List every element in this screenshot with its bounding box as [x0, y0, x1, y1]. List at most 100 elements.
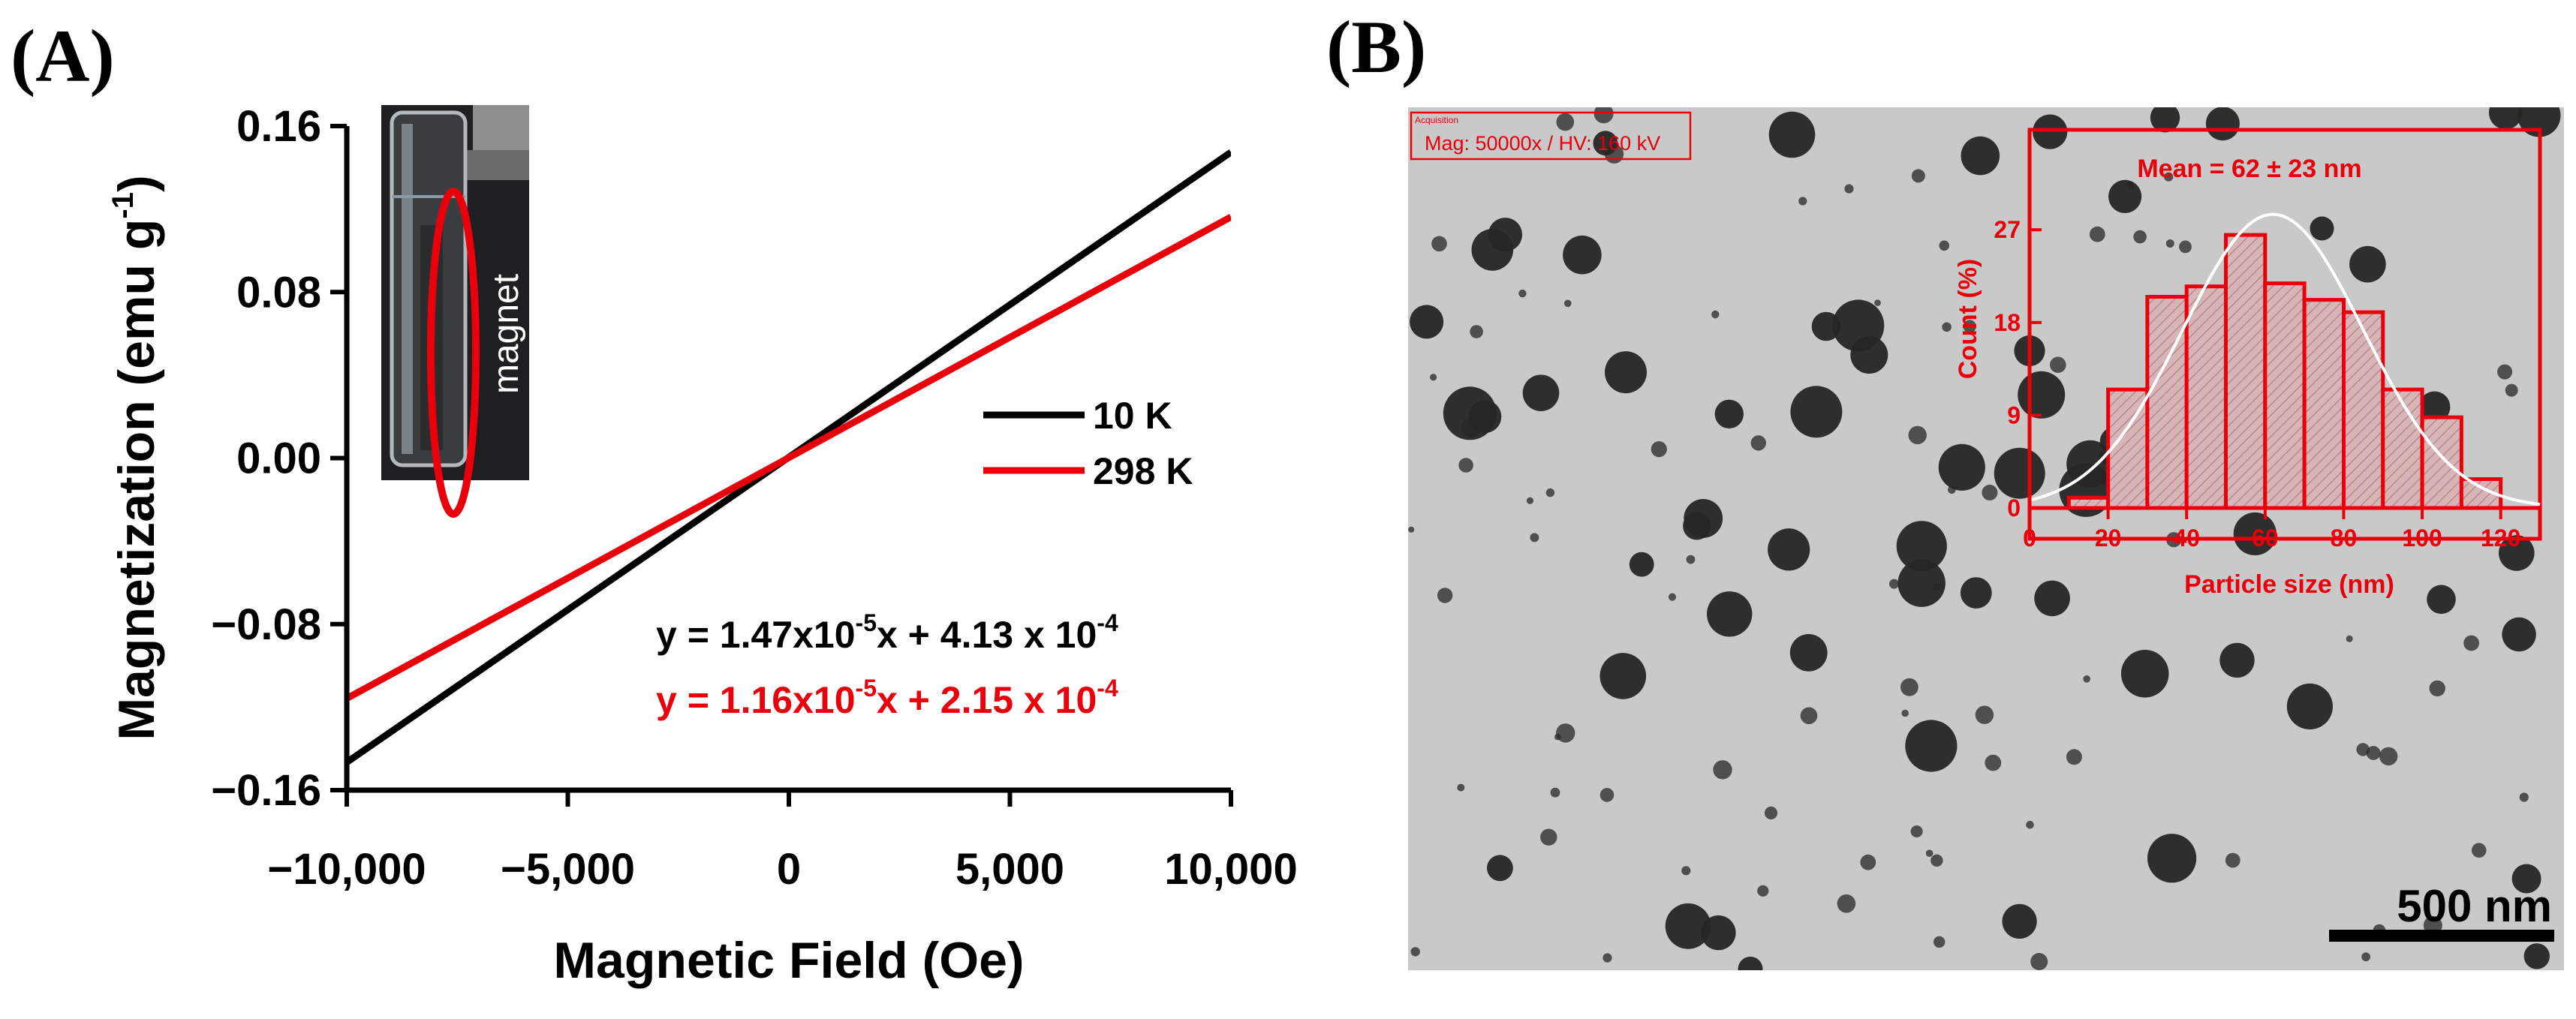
histogram-x-tick-label: 80 — [2331, 525, 2358, 552]
nanoparticle — [1837, 894, 1856, 913]
nanoparticle — [1844, 184, 1854, 194]
gaussian-fit-curve — [2029, 212, 2541, 506]
nanoparticle — [2120, 650, 2169, 698]
nanoparticle — [1789, 634, 1828, 672]
scale-bar: 500 nm — [2329, 881, 2554, 942]
nanoparticle — [1768, 528, 1810, 571]
eq1-exp1: -5 — [856, 609, 877, 636]
nanoparticle — [2164, 172, 2174, 182]
nanoparticle — [1471, 229, 1514, 271]
nanoparticle — [1683, 512, 1711, 540]
nanoparticle — [2505, 383, 2518, 397]
y-tick-label: 0.08 — [236, 268, 321, 317]
histogram-y-tick-label: 9 — [2007, 401, 2021, 428]
nanoparticle — [2286, 683, 2333, 730]
nanoparticle — [1901, 709, 1909, 717]
nanoparticle — [2002, 903, 2037, 939]
x-tick-label: −5,000 — [501, 845, 635, 894]
nanoparticle — [1900, 678, 1918, 696]
nanoparticle — [1564, 299, 1572, 308]
nanoparticle — [2018, 371, 2066, 419]
nanoparticle — [2165, 239, 2174, 248]
nanoparticle — [1764, 806, 1778, 819]
nanoparticle — [1443, 386, 1497, 440]
nanoparticle — [1800, 707, 1818, 725]
nanoparticle — [1665, 903, 1711, 949]
nanoparticle — [1713, 760, 1732, 780]
nanoparticle — [1470, 325, 1483, 338]
eq1-exp2: -4 — [1097, 609, 1118, 636]
nanoparticle — [2108, 179, 2142, 213]
y-axis-title-close: ) — [108, 175, 165, 192]
nanoparticle — [1975, 705, 1994, 724]
nanoparticle — [2179, 240, 2192, 254]
nanoparticle — [1832, 299, 1885, 352]
nanoparticle — [1410, 947, 1420, 957]
nanoparticle — [1960, 577, 1992, 609]
nanoparticle — [2205, 107, 2240, 141]
nanoparticle — [2133, 230, 2147, 244]
legend-label-10k: 10 K — [1093, 395, 1172, 437]
nanoparticle — [1930, 854, 1943, 867]
nanoparticle — [1889, 579, 1899, 589]
histogram-bar — [2342, 310, 2385, 510]
nanoparticle — [2033, 114, 2068, 149]
nanoparticle — [2471, 843, 2487, 858]
magnet-label: magnet — [486, 274, 526, 394]
nanoparticle — [1410, 305, 1444, 339]
histogram-y-tick-label: 18 — [1994, 309, 2021, 336]
nanoparticle — [1430, 374, 1437, 381]
histogram-x-label: Particle size (nm) — [2184, 570, 2394, 599]
nanoparticle — [2418, 391, 2451, 423]
nanoparticle — [2519, 792, 2529, 802]
nanoparticle — [1522, 374, 1560, 411]
nanoparticle — [2346, 635, 2353, 642]
y-axis-title-main: Magnetization (emu g — [108, 219, 165, 741]
nanoparticle — [1934, 936, 1946, 948]
nanoparticle — [2050, 356, 2066, 374]
nanoparticle — [2497, 364, 2513, 380]
legend: 10 K 298 K — [983, 395, 1193, 492]
histogram-bar — [2224, 233, 2268, 510]
nanoparticle — [2366, 746, 2381, 760]
nanoparticle — [2463, 635, 2480, 651]
nanoparticle — [1994, 447, 2045, 499]
histogram-x-tick-label: 0 — [2023, 525, 2036, 552]
nanoparticle — [2089, 226, 2105, 242]
equation-298k: y = 1.16x10-5x + 2.15 x 10-4 — [656, 675, 1118, 721]
nanoparticle — [1457, 783, 1465, 792]
nanoparticle — [2225, 852, 2240, 868]
histogram-inset: Mean = 62 ± 23 nm 0 20 40 60 80 100 120 0 9 18 27… — [1954, 128, 2542, 599]
histogram-y-tick-label: 27 — [1994, 216, 2021, 243]
nanoparticle — [1556, 113, 1575, 131]
nanoparticle — [1985, 754, 2002, 771]
vial-photo: magnet — [381, 105, 529, 518]
panel-a-label: (A) — [11, 14, 115, 98]
nanoparticle — [1518, 289, 1527, 298]
panel-b-label: (B) — [1326, 5, 1426, 89]
scale-bar-label: 500 nm — [2397, 881, 2552, 931]
y-tick-label: 0.00 — [236, 434, 321, 483]
nanoparticle — [1530, 533, 1539, 543]
x-tick-label: −10,000 — [267, 845, 426, 894]
nanoparticle — [1961, 136, 2000, 176]
nanoparticle — [1545, 488, 1555, 497]
nanoparticle — [2219, 642, 2255, 678]
x-tick-label: 10,000 — [1164, 845, 1297, 894]
nanoparticle — [1593, 107, 1614, 124]
acquisition-text: Mag: 50000x / HV: 160 kV — [1425, 132, 1660, 155]
nanoparticle — [1939, 240, 1950, 251]
eq1-prefix: y = 1.47x10 — [656, 614, 856, 656]
eq2-prefix: y = 1.16x10 — [656, 679, 856, 721]
nanoparticle — [1938, 443, 1985, 491]
nanoparticle — [1925, 849, 1934, 857]
x-axis-title: Magnetic Field (Oe) — [553, 932, 1024, 989]
nanoparticle — [2150, 107, 2180, 133]
eq2-middle: x + 2.15 x 10 — [877, 679, 1097, 721]
nanoparticle — [2349, 245, 2386, 283]
nanoparticle — [1431, 236, 1447, 252]
nanoparticle — [2066, 749, 2082, 765]
nanoparticle — [1602, 953, 1612, 963]
acquisition-title: Acquisition — [1415, 115, 1458, 125]
